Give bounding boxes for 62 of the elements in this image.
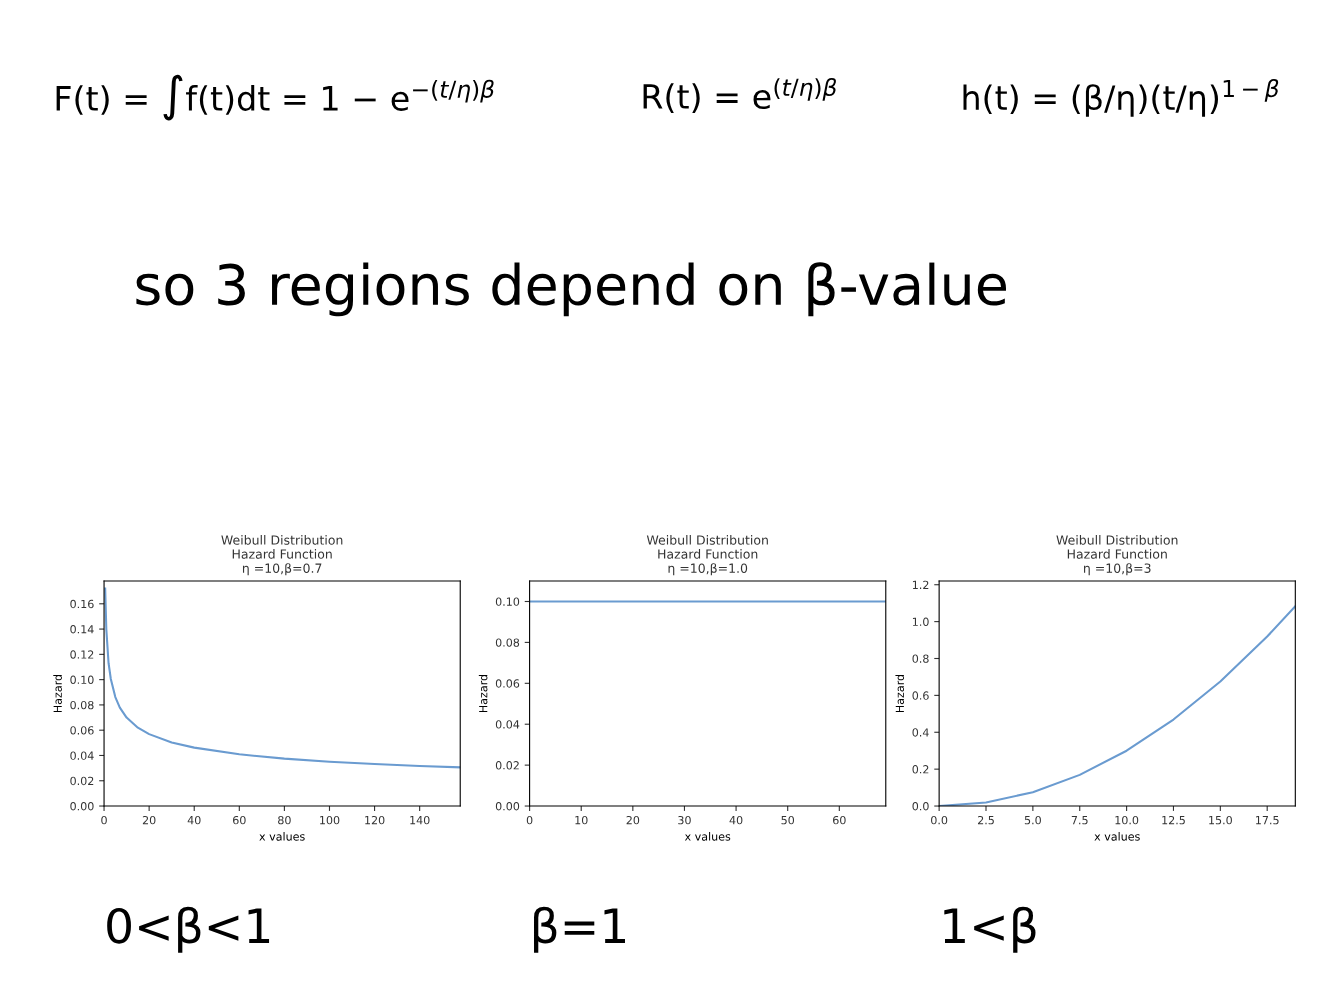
y-tick-label: 0.4 bbox=[912, 728, 929, 737]
text: β=1 bbox=[534, 906, 625, 953]
text: 1<β bbox=[944, 906, 1036, 953]
x-axis-title: x values bbox=[259, 832, 305, 841]
x-tick-label: 0 bbox=[101, 815, 107, 825]
y-axis-title: Hazard bbox=[53, 674, 62, 713]
x-tick-label: 80 bbox=[278, 815, 291, 825]
y-tick-label: 1.2 bbox=[912, 580, 929, 589]
line-series bbox=[104, 587, 461, 769]
y-tick-label: 0.8 bbox=[912, 654, 929, 663]
y-tick-label: 0.02 bbox=[495, 761, 519, 770]
x-tick-label: 7.5 bbox=[1071, 816, 1088, 825]
x-tick-label: 2.5 bbox=[977, 815, 994, 825]
y-tick-label: 0.16 bbox=[70, 599, 94, 609]
y-tick-label: 0.06 bbox=[495, 679, 520, 688]
y-tick-label: 0.10 bbox=[495, 597, 520, 606]
x-tick-label: 0.0 bbox=[931, 815, 948, 825]
x-tick-label: 120 bbox=[365, 815, 385, 825]
y-tick-label: 0.12 bbox=[70, 650, 94, 659]
y-tick-label: 0.00 bbox=[70, 802, 94, 811]
y-axis-title: Hazard bbox=[895, 674, 905, 713]
x-tick-label: 140 bbox=[410, 815, 430, 825]
text: h(t) = (β/η)(t/η)$^{1−β}$ bbox=[963, 79, 1279, 117]
x-tick-label: 20 bbox=[142, 815, 156, 825]
x-tick-label: 17.5 bbox=[1256, 816, 1279, 825]
y-tick-label: 0.06 bbox=[70, 726, 94, 735]
x-tick-label: 50 bbox=[781, 815, 795, 825]
y-tick-label: 0.04 bbox=[70, 751, 94, 760]
y-tick-label: 0.10 bbox=[70, 675, 94, 685]
y-tick-label: 0.02 bbox=[70, 776, 94, 786]
x-tick-label: 5.0 bbox=[1024, 815, 1041, 825]
y-tick-label: 0.00 bbox=[495, 802, 520, 811]
y-tick-label: 1.0 bbox=[912, 617, 929, 626]
y-tick-label: 0.08 bbox=[495, 638, 520, 647]
y-tick-label: 0.08 bbox=[70, 700, 94, 710]
chart-title: Weibull Distribution Hazard Function η =10,β=1.0 bbox=[646, 535, 768, 576]
y-tick-label: 0.6 bbox=[912, 691, 929, 700]
x-axis-title: x values bbox=[1094, 832, 1140, 841]
text: R(t) = e$^{(t/η)β}$ bbox=[643, 77, 836, 114]
x-tick-label: 15.0 bbox=[1209, 815, 1232, 825]
y-tick-label: 0.0 bbox=[912, 802, 929, 811]
x-tick-label: 10 bbox=[575, 815, 588, 825]
x-tick-label: 20 bbox=[626, 815, 640, 825]
text: so 3 regions depend on β-value bbox=[136, 262, 1006, 317]
x-tick-label: 12.5 bbox=[1162, 815, 1185, 825]
text: F(t) = ∫f(t)dt = 1 − e$^{−(t/η)β}$ bbox=[56, 74, 494, 121]
x-tick-label: 60 bbox=[233, 815, 246, 825]
x-tick-label: 30 bbox=[678, 815, 691, 825]
x-tick-label: 100 bbox=[320, 815, 340, 825]
x-tick-label: 40 bbox=[187, 815, 201, 825]
x-tick-label: 10.0 bbox=[1115, 815, 1139, 825]
x-tick-label: 60 bbox=[833, 815, 846, 825]
chart-title: Weibull Distribution Hazard Function η =10,β=0.7 bbox=[221, 535, 343, 576]
text: 0<β<1 bbox=[107, 906, 270, 953]
y-tick-label: 0.14 bbox=[70, 625, 94, 634]
chart-title: Weibull Distribution Hazard Function η =10,β=3 bbox=[1056, 535, 1178, 576]
y-tick-label: 0.04 bbox=[495, 720, 520, 729]
x-tick-label: 0 bbox=[526, 815, 533, 825]
x-axis-title: x values bbox=[684, 832, 731, 841]
x-tick-label: 40 bbox=[729, 815, 743, 825]
y-axis-title: Hazard bbox=[478, 674, 488, 713]
y-tick-label: 0.2 bbox=[912, 765, 929, 774]
